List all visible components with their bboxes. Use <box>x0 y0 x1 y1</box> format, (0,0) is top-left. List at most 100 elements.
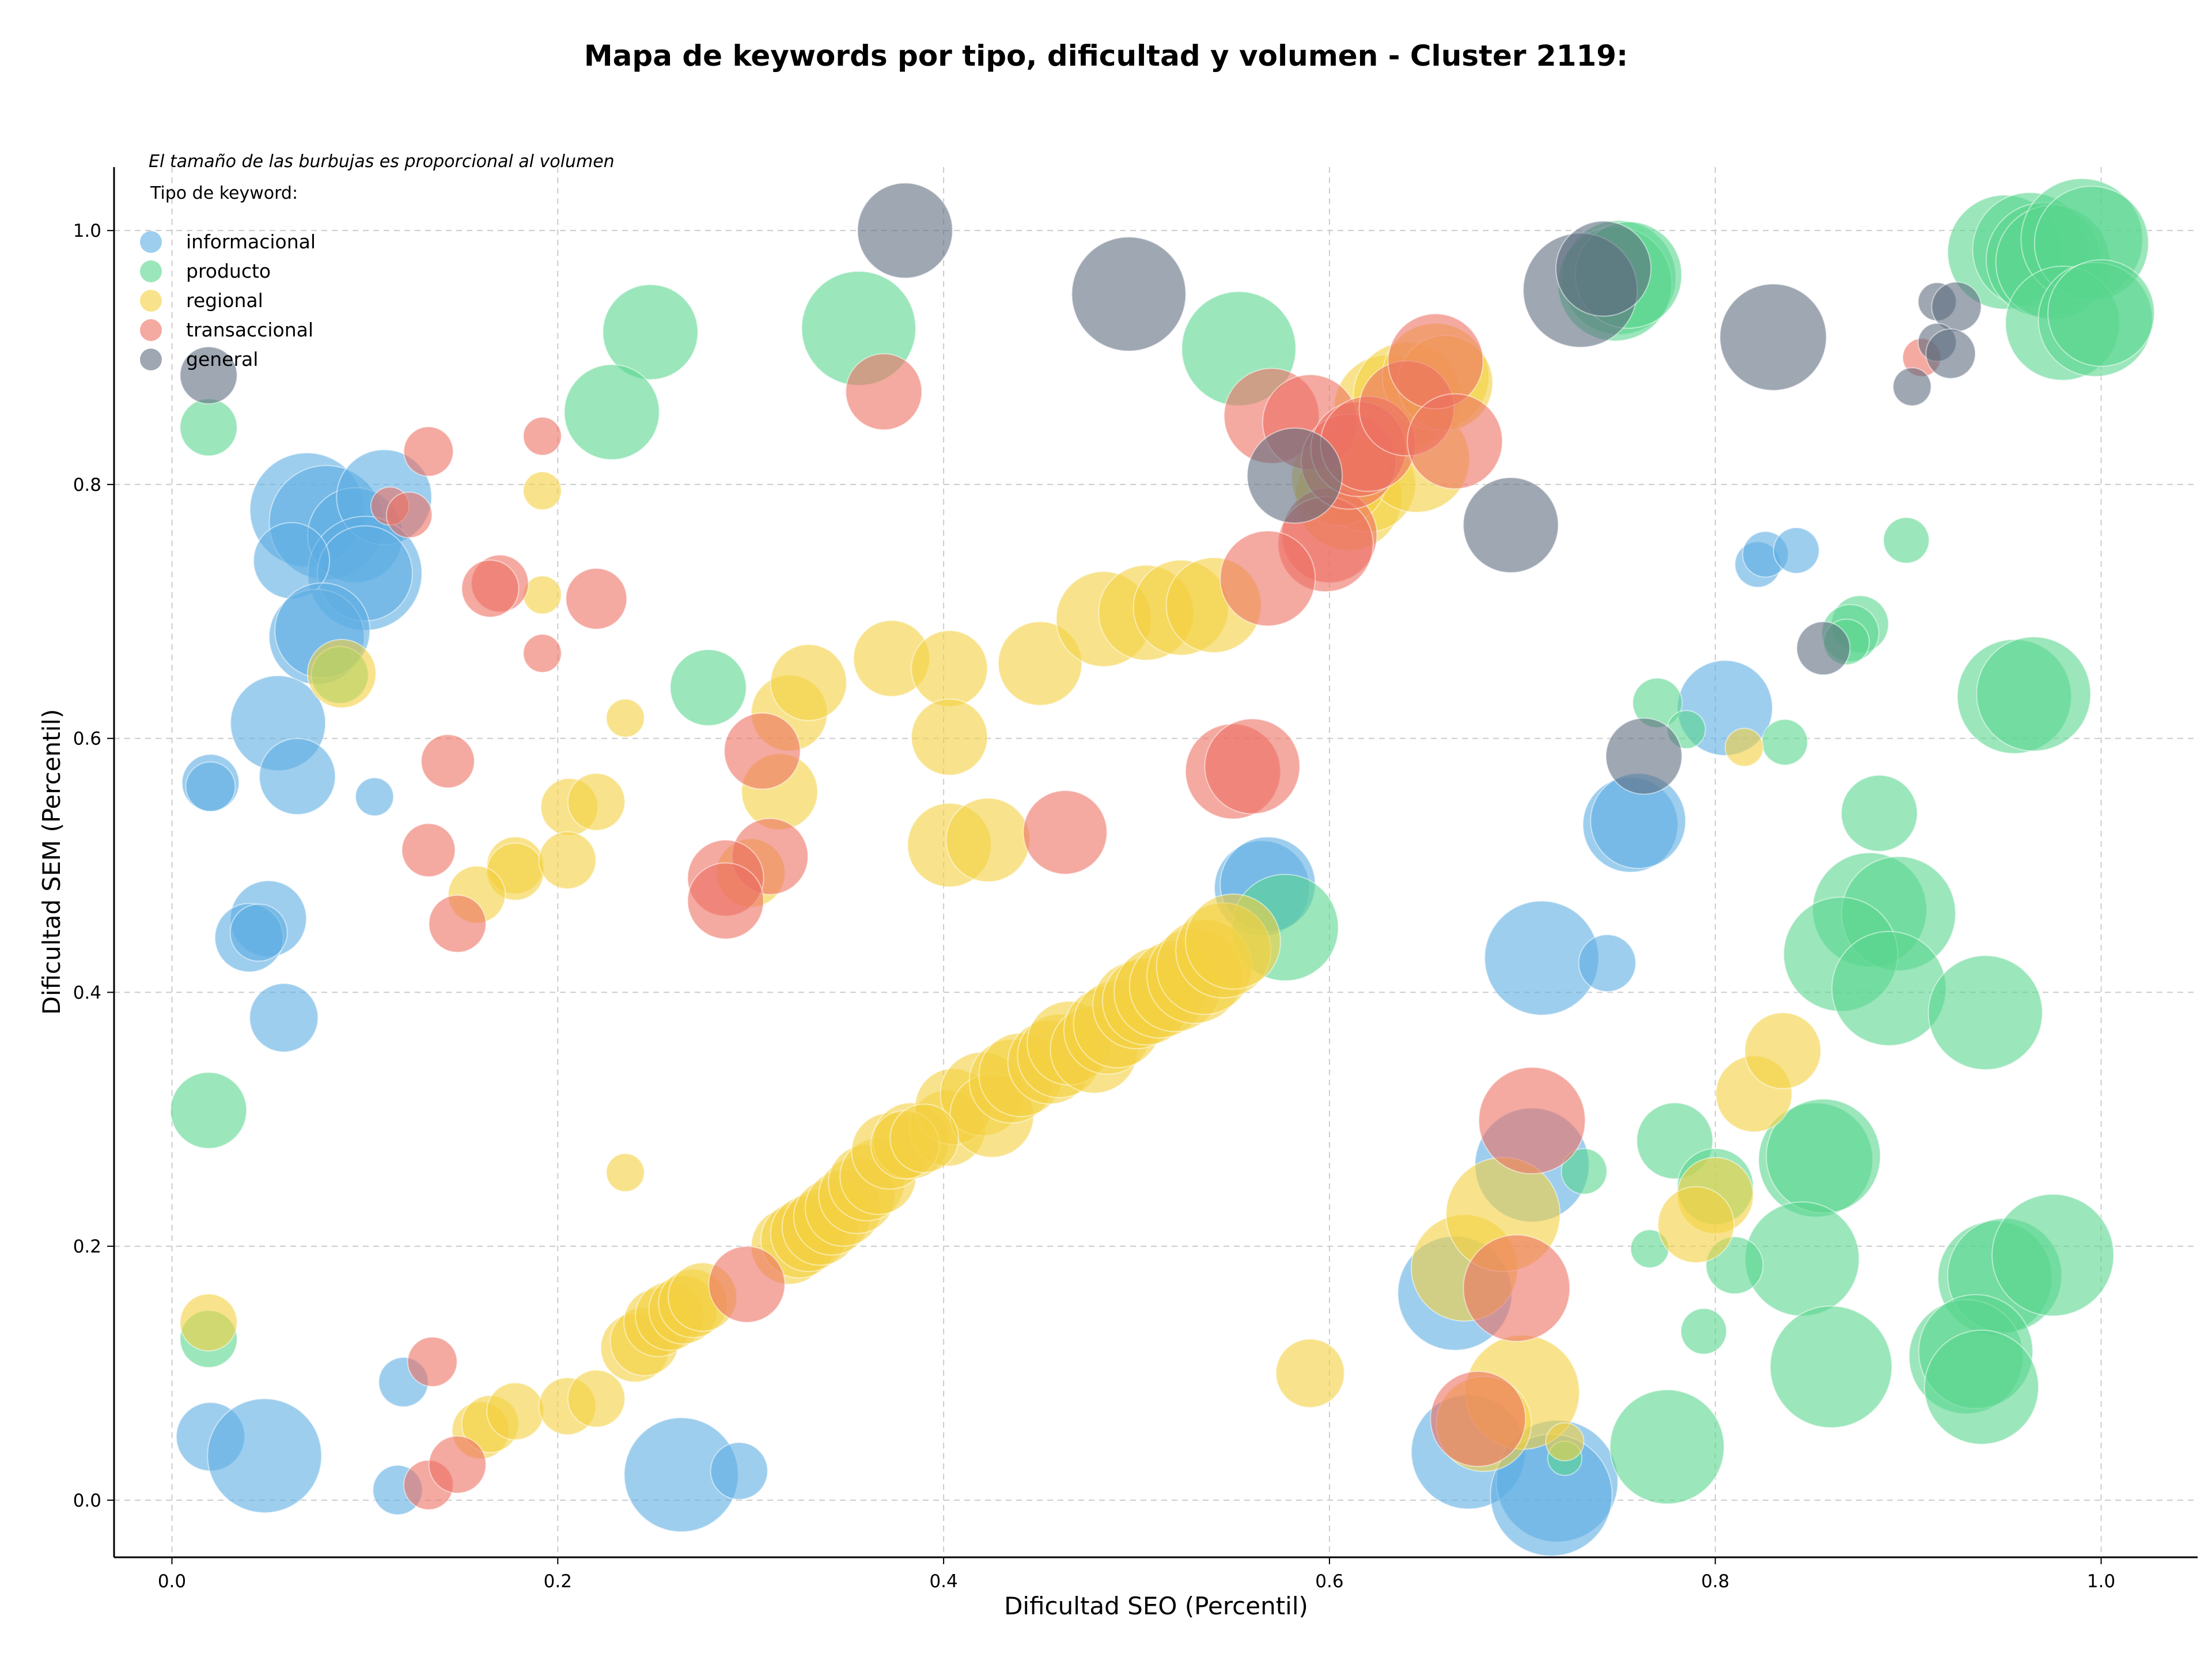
x-tick-label: 0.8 <box>1701 1571 1729 1592</box>
bubble-transaccional <box>421 734 475 789</box>
bubble-regional <box>1545 1422 1585 1462</box>
bubble-transaccional <box>403 426 454 477</box>
bubble-regional <box>889 1103 960 1174</box>
bubble-producto <box>1609 1389 1725 1505</box>
legend-label-producto: producto <box>186 260 271 282</box>
bubble-producto <box>669 649 747 727</box>
bubble-producto <box>179 398 238 457</box>
bubble-informacional <box>355 777 395 817</box>
y-tick-label: 1.0 <box>73 221 101 241</box>
bubble-informacional <box>207 1398 323 1514</box>
legend-label-transaccional: transaccional <box>186 319 313 341</box>
bubble-producto <box>1770 1305 1893 1429</box>
legend-label-general: general <box>186 348 258 370</box>
y-tick-label: 0.6 <box>73 729 101 750</box>
bubble-regional <box>522 471 562 510</box>
legend-items: informacional producto regional transaccion… <box>140 230 316 370</box>
bubble-general <box>179 346 238 404</box>
y-tick-label: 0.0 <box>73 1490 101 1511</box>
bubble-regional <box>605 698 645 738</box>
bubble-transaccional <box>1463 1234 1571 1342</box>
bubble-regional <box>1744 1012 1821 1089</box>
bubble-regional <box>522 575 562 615</box>
y-axis-label: Dificultad SEM (Percentil) <box>37 709 66 1015</box>
bubble-transaccional <box>1407 393 1503 490</box>
legend-marker-producto <box>140 260 162 282</box>
bubble-regional <box>1724 728 1764 767</box>
bubble-general <box>1463 476 1559 573</box>
bubble-producto <box>1761 718 1808 766</box>
bubble-producto <box>1883 517 1930 564</box>
bubble-regional <box>1275 1338 1345 1408</box>
bubble-transaccional <box>522 417 562 456</box>
bubble-informacional <box>1578 934 1637 993</box>
bubble-transaccional <box>1022 790 1108 875</box>
legend-label-regional: regional <box>186 289 263 312</box>
bubble-general <box>1605 717 1683 795</box>
bubble-transaccional <box>401 823 456 877</box>
bubble-regional <box>567 773 626 831</box>
y-tick-label: 0.8 <box>73 475 101 495</box>
y-tick-label: 0.2 <box>73 1236 101 1257</box>
x-tick-label: 0.2 <box>544 1571 572 1592</box>
bubble-general <box>1925 328 1976 379</box>
x-tick-label: 0.0 <box>158 1571 186 1592</box>
bubble-regional <box>1657 1186 1735 1263</box>
bubble-producto <box>1991 1193 2115 1317</box>
bubble-producto <box>1840 774 1918 852</box>
bubble-producto <box>1976 636 2092 752</box>
bubble-producto <box>170 1072 248 1149</box>
bubble-transaccional <box>385 491 433 539</box>
bubble-regional <box>605 1153 645 1193</box>
bubble-layer <box>170 178 2155 1557</box>
bubble-informacional <box>185 761 236 812</box>
bubble-regional <box>997 621 1083 706</box>
y-tick-label: 0.4 <box>73 982 101 1003</box>
bubble-general <box>1071 236 1187 352</box>
bubble-producto <box>1923 1329 2039 1445</box>
bubble-producto <box>1560 1148 1608 1195</box>
legend-label-informacional: informacional <box>186 230 316 253</box>
bubble-regional <box>486 1382 545 1441</box>
bubble-transaccional <box>1387 313 1484 410</box>
legend-marker-general <box>140 349 162 370</box>
bubble-transaccional <box>1478 1066 1586 1175</box>
bubble-regional <box>945 797 1031 883</box>
bubble-general <box>1247 427 1343 524</box>
x-tick-label: 1.0 <box>2087 1571 2115 1592</box>
bubble-regional <box>567 1369 626 1428</box>
x-axis-label: Dificultad SEO (Percentil) <box>1004 1592 1308 1620</box>
bubble-regional <box>538 831 597 890</box>
size-note: El tamaño de las burbujas es proporciona… <box>149 152 615 172</box>
bubble-transaccional <box>845 353 923 431</box>
bubble-general <box>1719 283 1827 391</box>
bubble-transaccional <box>522 633 562 673</box>
bubble-producto <box>1831 930 1947 1046</box>
bubble-informacional <box>259 737 336 815</box>
bubble-regional <box>911 698 988 776</box>
bubble-regional <box>1184 893 1281 990</box>
bubble-transaccional <box>428 1435 487 1494</box>
bubble-regional <box>770 644 847 721</box>
bubble-producto <box>1927 955 2043 1070</box>
bubble-producto <box>563 364 660 460</box>
bubble-informacional <box>249 983 319 1053</box>
bubble-transaccional <box>708 1246 786 1323</box>
bubble-transaccional <box>461 559 520 618</box>
bubble-informacional <box>710 1441 768 1500</box>
legend-marker-transaccional <box>140 319 162 341</box>
x-tick-label: 0.6 <box>1315 1571 1343 1592</box>
ticks: 0.0 0.2 0.4 0.6 0.8 1.0 0.0 0.2 0.4 0.6 0.8 1.0 <box>73 221 2116 1592</box>
bubble-regional <box>911 630 988 707</box>
bubble-regional <box>179 1293 238 1352</box>
bubble-general <box>857 182 953 279</box>
x-tick-label: 0.4 <box>929 1571 957 1592</box>
bubble-transaccional <box>1204 718 1301 815</box>
bubble-producto <box>1680 1308 1728 1355</box>
bubble-transaccional <box>1219 530 1316 627</box>
bubble-producto <box>2047 259 2155 367</box>
legend-marker-regional <box>140 290 162 312</box>
legend-title: Tipo de keyword: <box>150 183 298 203</box>
bubble-transaccional <box>407 1336 458 1387</box>
